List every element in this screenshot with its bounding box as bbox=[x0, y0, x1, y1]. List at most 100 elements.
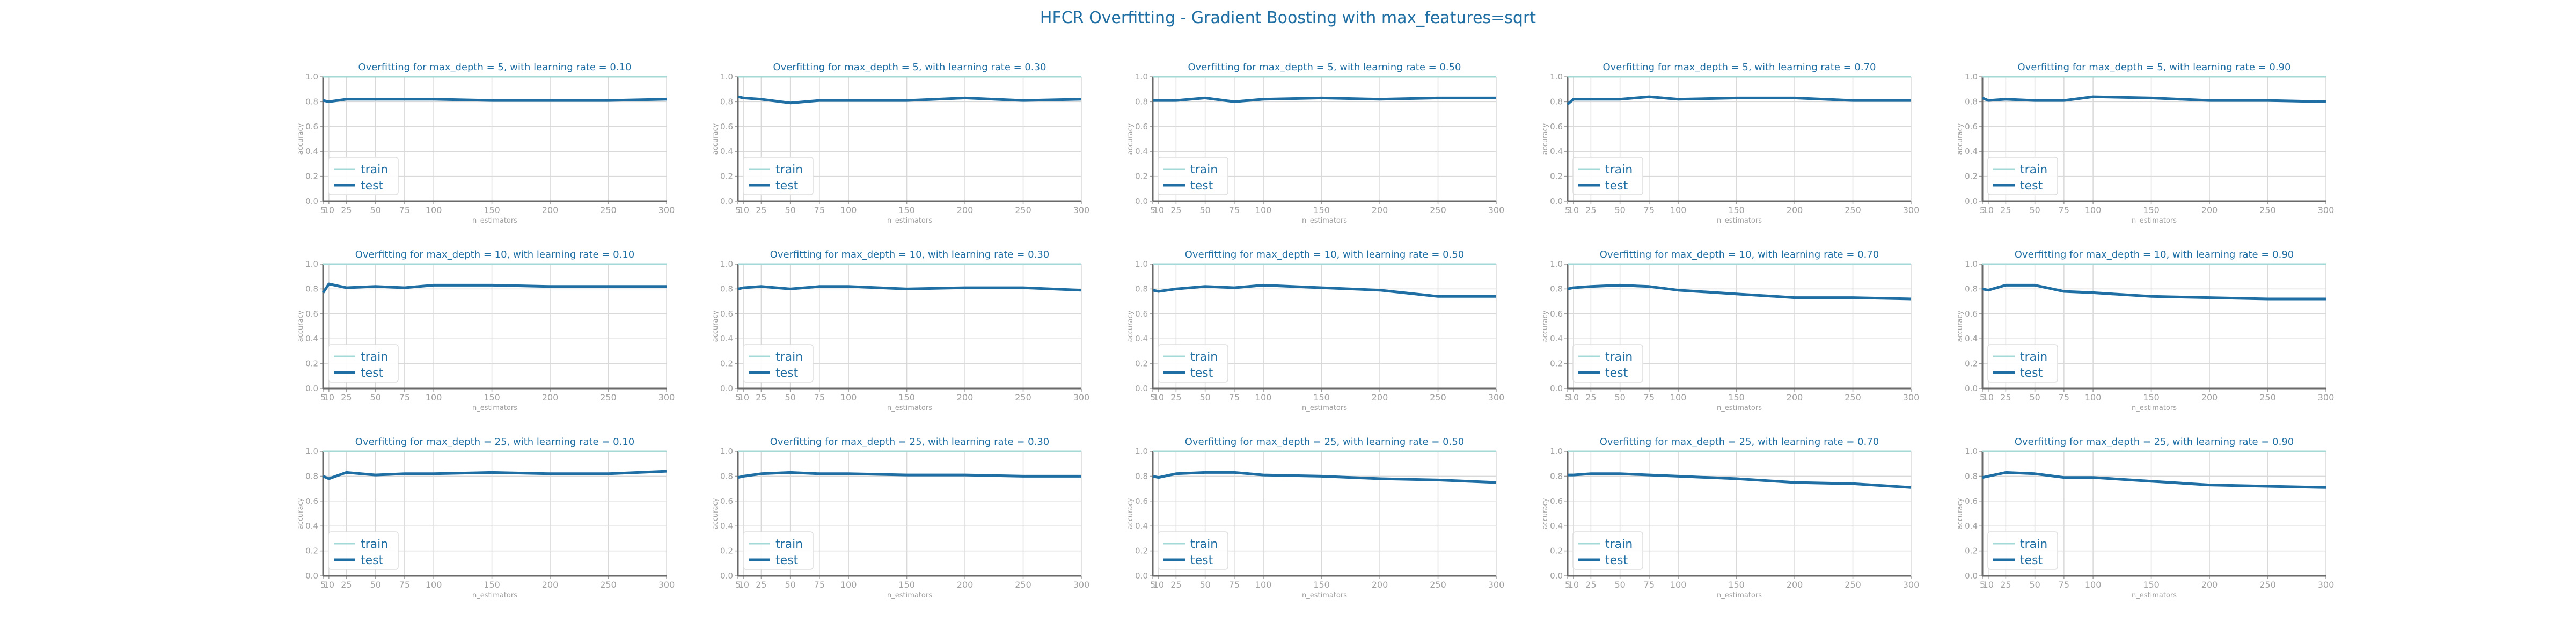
x-tick-label: 150 bbox=[898, 205, 915, 215]
x-axis-label: n_estimators bbox=[2132, 217, 2177, 225]
x-tick-label: 250 bbox=[2259, 392, 2276, 402]
series-line-test bbox=[321, 282, 667, 294]
x-tick-label: 150 bbox=[2143, 205, 2160, 215]
y-tick-label: 0.0 bbox=[1965, 571, 1978, 581]
y-tick-label: 0.0 bbox=[1550, 196, 1563, 206]
x-tick-label: 200 bbox=[1372, 205, 1388, 215]
x-tick-label: 50 bbox=[1614, 205, 1625, 215]
y-tick-label: 0.8 bbox=[305, 471, 318, 481]
x-tick-label: 50 bbox=[1199, 205, 1210, 215]
x-tick-label: 300 bbox=[1073, 580, 1090, 590]
x-axis-label: n_estimators bbox=[887, 591, 932, 599]
x-tick-label: 200 bbox=[2201, 392, 2218, 402]
x-tick-label: 5 bbox=[1980, 580, 1985, 590]
x-tick-label: 75 bbox=[2059, 392, 2069, 402]
x-tick-label: 100 bbox=[2085, 392, 2102, 402]
y-tick-label: 0.4 bbox=[720, 147, 733, 156]
y-tick-label: 0.2 bbox=[1135, 359, 1148, 369]
x-tick-label: 200 bbox=[1372, 392, 1388, 402]
x-tick-label: 50 bbox=[2029, 580, 2040, 590]
x-tick-label: 200 bbox=[1787, 392, 1803, 402]
x-axis-label: n_estimators bbox=[887, 217, 932, 225]
x-tick-label: 200 bbox=[542, 580, 559, 590]
y-tick-label: 0.4 bbox=[1135, 334, 1148, 343]
x-tick-label: 25 bbox=[1585, 205, 1596, 215]
x-tick-label: 10 bbox=[1983, 580, 1994, 590]
x-tick-label: 75 bbox=[814, 205, 825, 215]
y-tick-label: 0.6 bbox=[1965, 309, 1978, 319]
y-tick-label: 0.8 bbox=[1135, 284, 1148, 294]
x-tick-label: 100 bbox=[1670, 205, 1687, 215]
legend-label-test: test bbox=[2020, 554, 2043, 567]
x-tick-label: 10 bbox=[738, 205, 749, 215]
x-axis-label: n_estimators bbox=[1717, 591, 1762, 599]
y-tick-label: 1.0 bbox=[1135, 72, 1148, 82]
x-tick-label: 250 bbox=[600, 392, 617, 402]
x-axis-label: n_estimators bbox=[1302, 591, 1347, 599]
x-tick-label: 150 bbox=[1728, 580, 1745, 590]
y-tick-label: 1.0 bbox=[305, 447, 318, 456]
x-tick-label: 75 bbox=[399, 392, 410, 402]
figure-title: HFCR Overfitting - Gradient Boosting wit… bbox=[1040, 9, 1536, 27]
y-tick-label: 0.8 bbox=[1550, 97, 1563, 106]
y-tick-label: 0.2 bbox=[720, 359, 733, 369]
legend-label-test: test bbox=[2020, 179, 2043, 193]
subplot-7: Overfitting for max_depth = 10, with lea… bbox=[712, 249, 1089, 412]
y-tick-label: 0.8 bbox=[1965, 284, 1978, 294]
x-tick-label: 300 bbox=[1903, 580, 1920, 590]
y-tick-label: 1.0 bbox=[305, 259, 318, 269]
y-tick-label: 0.2 bbox=[1550, 546, 1563, 556]
x-tick-label: 300 bbox=[2318, 205, 2334, 215]
series-line-test bbox=[1152, 283, 1496, 298]
y-tick-label: 0.4 bbox=[305, 147, 318, 156]
x-tick-label: 10 bbox=[324, 392, 334, 402]
x-tick-label: 25 bbox=[2000, 580, 2011, 590]
x-tick-label: 250 bbox=[1845, 205, 1861, 215]
y-tick-label: 0.4 bbox=[1550, 147, 1563, 156]
x-tick-label: 50 bbox=[2029, 392, 2040, 402]
subplot-12: Overfitting for max_depth = 25, with lea… bbox=[712, 436, 1089, 599]
x-tick-label: 100 bbox=[1255, 205, 1272, 215]
x-tick-label: 150 bbox=[2143, 392, 2160, 402]
y-tick-label: 0.0 bbox=[1550, 384, 1563, 393]
subplot-title: Overfitting for max_depth = 5, with lear… bbox=[773, 62, 1046, 73]
x-tick-label: 5 bbox=[735, 392, 741, 402]
legend-label-train: train bbox=[1190, 350, 1218, 364]
x-tick-label: 300 bbox=[1073, 205, 1090, 215]
x-tick-label: 50 bbox=[785, 580, 795, 590]
y-tick-label: 1.0 bbox=[1965, 447, 1978, 456]
x-tick-label: 10 bbox=[738, 392, 749, 402]
x-tick-label: 75 bbox=[814, 580, 825, 590]
x-tick-label: 250 bbox=[1430, 580, 1446, 590]
x-tick-label: 5 bbox=[1150, 580, 1155, 590]
legend-label-test: test bbox=[1605, 554, 1628, 567]
x-tick-label: 200 bbox=[542, 205, 559, 215]
x-tick-label: 50 bbox=[370, 392, 380, 402]
x-tick-label: 50 bbox=[1614, 580, 1625, 590]
x-tick-label: 25 bbox=[1170, 580, 1181, 590]
y-tick-label: 0.0 bbox=[1135, 196, 1148, 206]
x-tick-label: 150 bbox=[1313, 392, 1330, 402]
x-axis-label: n_estimators bbox=[472, 591, 517, 599]
x-tick-label: 25 bbox=[341, 205, 352, 215]
y-tick-label: 1.0 bbox=[1550, 259, 1563, 269]
x-tick-label: 75 bbox=[1229, 580, 1240, 590]
x-tick-label: 75 bbox=[2059, 205, 2069, 215]
y-tick-label: 0.0 bbox=[1550, 571, 1563, 581]
x-tick-label: 100 bbox=[426, 580, 442, 590]
x-tick-label: 5 bbox=[320, 392, 326, 402]
x-tick-label: 5 bbox=[1980, 205, 1985, 215]
x-tick-label: 150 bbox=[1728, 392, 1745, 402]
subplot-3: Overfitting for max_depth = 5, with lear… bbox=[1126, 62, 1504, 225]
x-tick-label: 50 bbox=[1199, 392, 1210, 402]
x-tick-label: 150 bbox=[1728, 205, 1745, 215]
y-tick-label: 0.2 bbox=[305, 546, 318, 556]
subplot-title: Overfitting for max_depth = 5, with lear… bbox=[1188, 62, 1461, 73]
y-axis-label: accuracy bbox=[297, 310, 305, 342]
y-tick-label: 0.4 bbox=[305, 334, 318, 343]
x-tick-label: 10 bbox=[1983, 392, 1994, 402]
legend-label-train: train bbox=[775, 538, 803, 551]
x-tick-label: 25 bbox=[756, 205, 766, 215]
x-axis-label: n_estimators bbox=[1717, 217, 1762, 225]
y-tick-label: 0.6 bbox=[720, 309, 733, 319]
